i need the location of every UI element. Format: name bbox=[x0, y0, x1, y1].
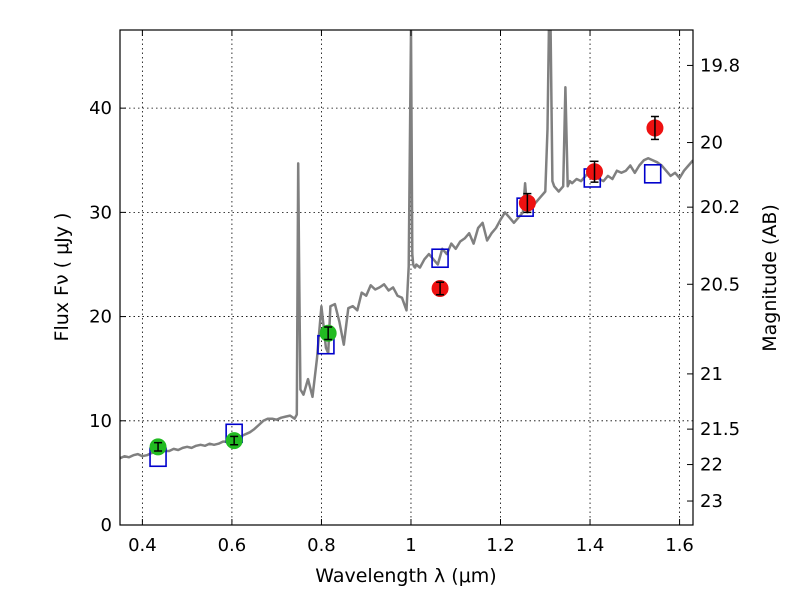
optical-point bbox=[319, 324, 337, 342]
nir-point bbox=[586, 160, 604, 183]
x-tick-label: 0.6 bbox=[218, 535, 247, 556]
x-axis-label: Wavelength λ (μm) bbox=[315, 565, 496, 587]
model-point bbox=[431, 248, 449, 269]
y2-tick-label: 23 bbox=[700, 491, 723, 512]
y2-tick-label: 21.5 bbox=[700, 419, 740, 440]
model-point bbox=[643, 164, 662, 184]
y2-tick-label: 20.2 bbox=[700, 197, 740, 218]
y2-tick-label: 20 bbox=[700, 133, 723, 154]
x-tick-label: 0.8 bbox=[307, 535, 336, 556]
x-tick-label: 1.2 bbox=[486, 535, 515, 556]
y2-tick-label: 19.8 bbox=[700, 55, 740, 76]
optical-point bbox=[225, 432, 243, 450]
optical-point bbox=[149, 438, 167, 456]
y2-tick-label: 21 bbox=[700, 364, 723, 385]
nir-point bbox=[431, 279, 449, 297]
x-tick-label: 1.4 bbox=[576, 535, 605, 556]
nir-point bbox=[518, 192, 536, 214]
y-tick-label: 10 bbox=[89, 411, 112, 432]
x-tick-label: 1.6 bbox=[665, 535, 694, 556]
y-tick-label: 20 bbox=[89, 307, 112, 328]
points-layer bbox=[149, 115, 664, 456]
x-tick-label: 1 bbox=[405, 535, 416, 556]
y-tick-label: 0 bbox=[101, 515, 112, 536]
y-tick-label: 40 bbox=[89, 98, 112, 119]
y-axis-label: Flux Fν ( μJy ) bbox=[51, 213, 73, 342]
plot-frame bbox=[119, 29, 694, 526]
y2-axis-label: Magnitude (AB) bbox=[759, 204, 781, 352]
ticks: 0.4 0.6 0.8 1 1.2 1.4 1.6 0 10 20 30 40 19.8 20 20.2 20… bbox=[89, 30, 740, 556]
nir-point bbox=[646, 115, 664, 141]
y2-tick-label: 22 bbox=[700, 455, 723, 476]
x-tick-label: 0.4 bbox=[128, 535, 157, 556]
y-tick-label: 30 bbox=[89, 202, 112, 223]
y2-tick-label: 20.5 bbox=[700, 274, 740, 295]
